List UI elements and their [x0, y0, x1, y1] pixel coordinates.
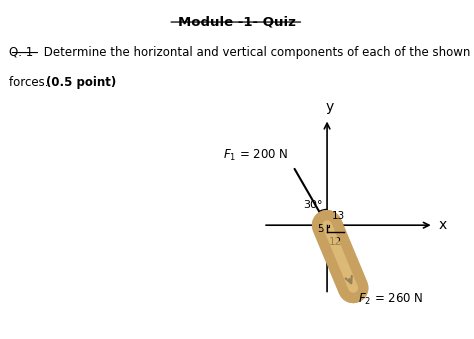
- Text: $F_1$ = 200 N: $F_1$ = 200 N: [223, 147, 288, 163]
- Text: $F_2$ = 260 N: $F_2$ = 260 N: [358, 292, 423, 307]
- Text: (0.5 point): (0.5 point): [46, 76, 117, 89]
- Text: 13: 13: [332, 211, 345, 221]
- Text: forces.: forces.: [9, 76, 53, 89]
- Text: 12: 12: [329, 237, 342, 247]
- Text: 5: 5: [318, 224, 324, 234]
- Text: Determine the horizontal and vertical components of each of the shown: Determine the horizontal and vertical co…: [40, 46, 471, 59]
- Text: Q. 1: Q. 1: [9, 46, 34, 59]
- Text: x: x: [438, 218, 447, 232]
- Text: y: y: [326, 100, 334, 114]
- Text: Module -1- Quiz: Module -1- Quiz: [178, 15, 296, 28]
- Text: 30°: 30°: [304, 200, 323, 210]
